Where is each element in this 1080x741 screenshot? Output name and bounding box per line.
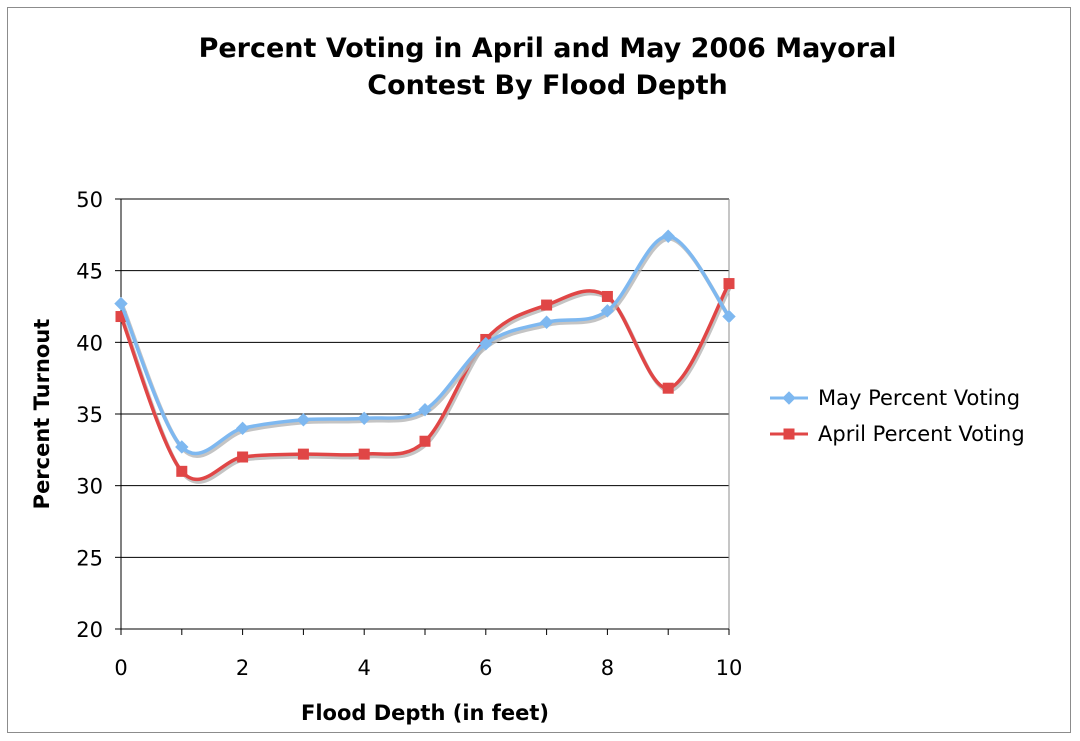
data-point bbox=[723, 278, 735, 290]
data-point bbox=[358, 448, 370, 460]
data-point bbox=[661, 229, 675, 243]
data-point bbox=[479, 337, 493, 351]
data-point bbox=[600, 304, 615, 318]
series-line bbox=[119, 282, 731, 481]
y-tick-label: 35 bbox=[76, 403, 103, 427]
legend-label: May Percent Voting bbox=[818, 386, 1020, 410]
x-tick-label: 6 bbox=[479, 656, 492, 680]
x-tick-label: 2 bbox=[236, 656, 249, 680]
legend-item-may: May Percent Voting bbox=[770, 386, 1020, 410]
chart-title-line-1: Percent Voting in April and May 2006 May… bbox=[198, 33, 897, 64]
legend: May Percent Voting April Percent Voting bbox=[770, 386, 1025, 446]
data-point bbox=[175, 440, 189, 454]
data-point bbox=[419, 435, 431, 447]
y-tick-label: 45 bbox=[76, 260, 103, 284]
y-tick-label: 20 bbox=[76, 618, 103, 642]
data-point bbox=[541, 299, 553, 311]
y-tick-label: 50 bbox=[76, 188, 103, 212]
data-point bbox=[662, 382, 674, 394]
x-tick-label: 10 bbox=[716, 656, 743, 680]
legend-marker bbox=[783, 428, 795, 440]
chart-frame bbox=[7, 7, 1071, 733]
y-tick-label: 30 bbox=[76, 475, 103, 499]
chart-title-line-2: Contest By Flood Depth bbox=[367, 70, 728, 101]
x-tick-label: 0 bbox=[114, 656, 127, 680]
data-point bbox=[357, 411, 371, 426]
legend-label: April Percent Voting bbox=[818, 422, 1025, 446]
data-point bbox=[418, 402, 432, 417]
axes bbox=[115, 198, 730, 635]
legend-item-april: April Percent Voting bbox=[770, 422, 1025, 446]
data-point bbox=[114, 296, 128, 311]
data-point bbox=[722, 309, 736, 324]
data-point bbox=[297, 448, 309, 460]
tick-labels: 20 25 30 35 40 45 50 0 2 4 6 8 10 bbox=[76, 188, 742, 680]
data-point bbox=[176, 465, 188, 477]
data-point bbox=[296, 413, 311, 427]
series-layer bbox=[114, 229, 736, 484]
series-may bbox=[114, 229, 736, 458]
data-point bbox=[237, 451, 249, 463]
chart-title: Percent Voting in April and May 2006 May… bbox=[0, 30, 1080, 104]
y-tick-label: 25 bbox=[76, 546, 103, 570]
y-axis-title: Percent Turnout bbox=[30, 319, 54, 510]
x-axis-title: Flood Depth (in feet) bbox=[301, 701, 549, 725]
data-point bbox=[235, 421, 250, 436]
y-tick-label: 40 bbox=[76, 331, 103, 355]
legend-marker bbox=[782, 391, 796, 405]
x-tick-label: 4 bbox=[358, 656, 371, 680]
series-line-shadow bbox=[120, 285, 733, 484]
data-point bbox=[601, 290, 613, 302]
data-point bbox=[539, 315, 554, 329]
x-tick-label: 8 bbox=[601, 656, 614, 680]
